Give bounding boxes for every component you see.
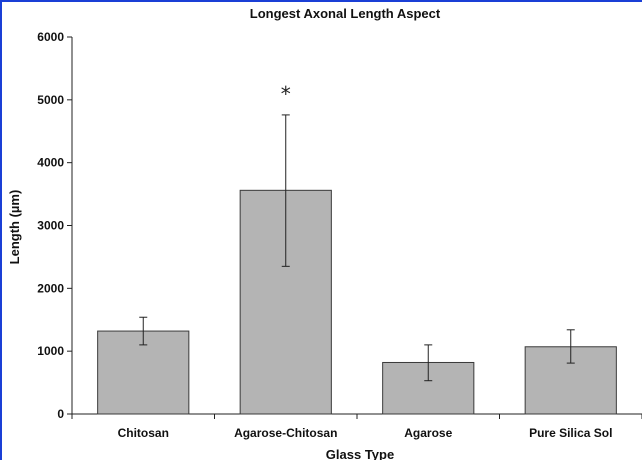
significance-annotation: * <box>281 82 291 106</box>
x-tick-label: Pure Silica Sol <box>529 426 612 440</box>
chart-title: Longest Axonal Length Aspect <box>250 6 441 21</box>
y-axis-title: Length (µm) <box>7 190 22 265</box>
y-tick-label: 0 <box>57 407 64 421</box>
x-tick-label: Agarose-Chitosan <box>234 426 337 440</box>
x-tick-label: Agarose <box>404 426 452 440</box>
y-tick-label: 3000 <box>37 219 64 233</box>
y-tick-label: 6000 <box>37 30 64 44</box>
y-tick-label: 1000 <box>37 344 64 358</box>
plot-area: 0 1000 2000 3000 4000 5000 6000 Chitosan Agarose… <box>37 30 642 440</box>
x-axis-title: Glass Type <box>326 447 394 460</box>
y-tick-label: 5000 <box>37 93 64 107</box>
y-tick-label: 4000 <box>37 156 64 170</box>
x-tick-label: Chitosan <box>118 426 169 440</box>
y-tick-label: 2000 <box>37 281 64 295</box>
